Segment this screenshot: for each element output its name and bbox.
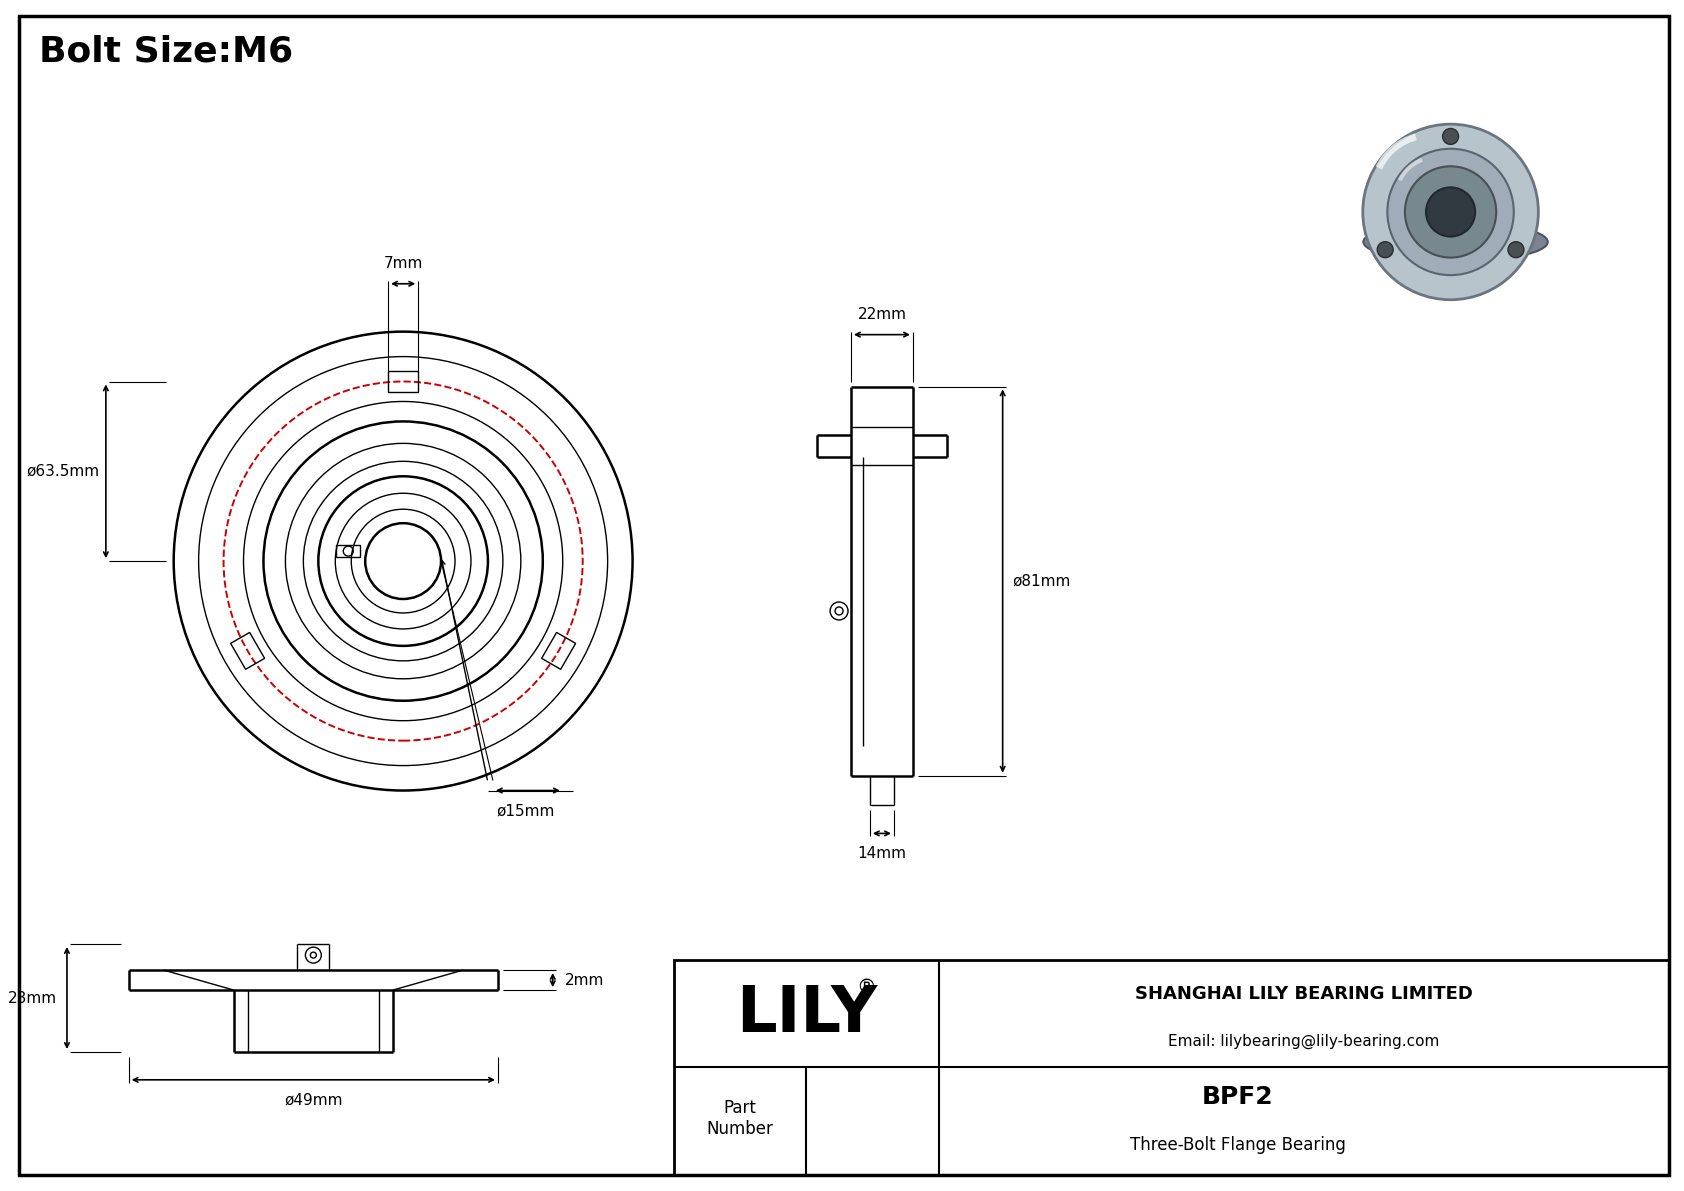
Text: Email: lilybearing@lily-bearing.com: Email: lilybearing@lily-bearing.com xyxy=(1169,1034,1440,1049)
Circle shape xyxy=(1404,167,1495,257)
Text: ®: ® xyxy=(857,978,876,997)
Circle shape xyxy=(1378,242,1393,257)
Circle shape xyxy=(1426,187,1475,237)
Text: ø15mm: ø15mm xyxy=(497,804,556,818)
Bar xyxy=(542,632,576,669)
Text: SHANGHAI LILY BEARING LIMITED: SHANGHAI LILY BEARING LIMITED xyxy=(1135,985,1474,1004)
Text: 23mm: 23mm xyxy=(8,991,57,1005)
Bar xyxy=(675,960,1669,1174)
Text: ø63.5mm: ø63.5mm xyxy=(27,463,99,479)
Bar xyxy=(389,370,418,393)
Text: Three-Bolt Flange Bearing: Three-Bolt Flange Bearing xyxy=(1130,1135,1346,1154)
Circle shape xyxy=(1443,129,1458,144)
Ellipse shape xyxy=(1364,222,1548,262)
Text: 22mm: 22mm xyxy=(857,306,906,322)
Circle shape xyxy=(1388,149,1514,275)
Text: LILY: LILY xyxy=(736,983,877,1045)
Text: Part
Number: Part Number xyxy=(707,1099,773,1139)
Text: 7mm: 7mm xyxy=(384,256,423,270)
Text: 2mm: 2mm xyxy=(564,973,605,987)
Bar xyxy=(231,632,264,669)
Text: BPF2: BPF2 xyxy=(1202,1085,1273,1109)
Text: 14mm: 14mm xyxy=(857,847,906,861)
Circle shape xyxy=(1362,124,1539,300)
Text: ø81mm: ø81mm xyxy=(1012,574,1071,588)
Circle shape xyxy=(1507,242,1524,257)
Text: Bolt Size:M6: Bolt Size:M6 xyxy=(39,35,293,68)
Text: ø49mm: ø49mm xyxy=(285,1093,342,1108)
Bar xyxy=(337,545,360,557)
